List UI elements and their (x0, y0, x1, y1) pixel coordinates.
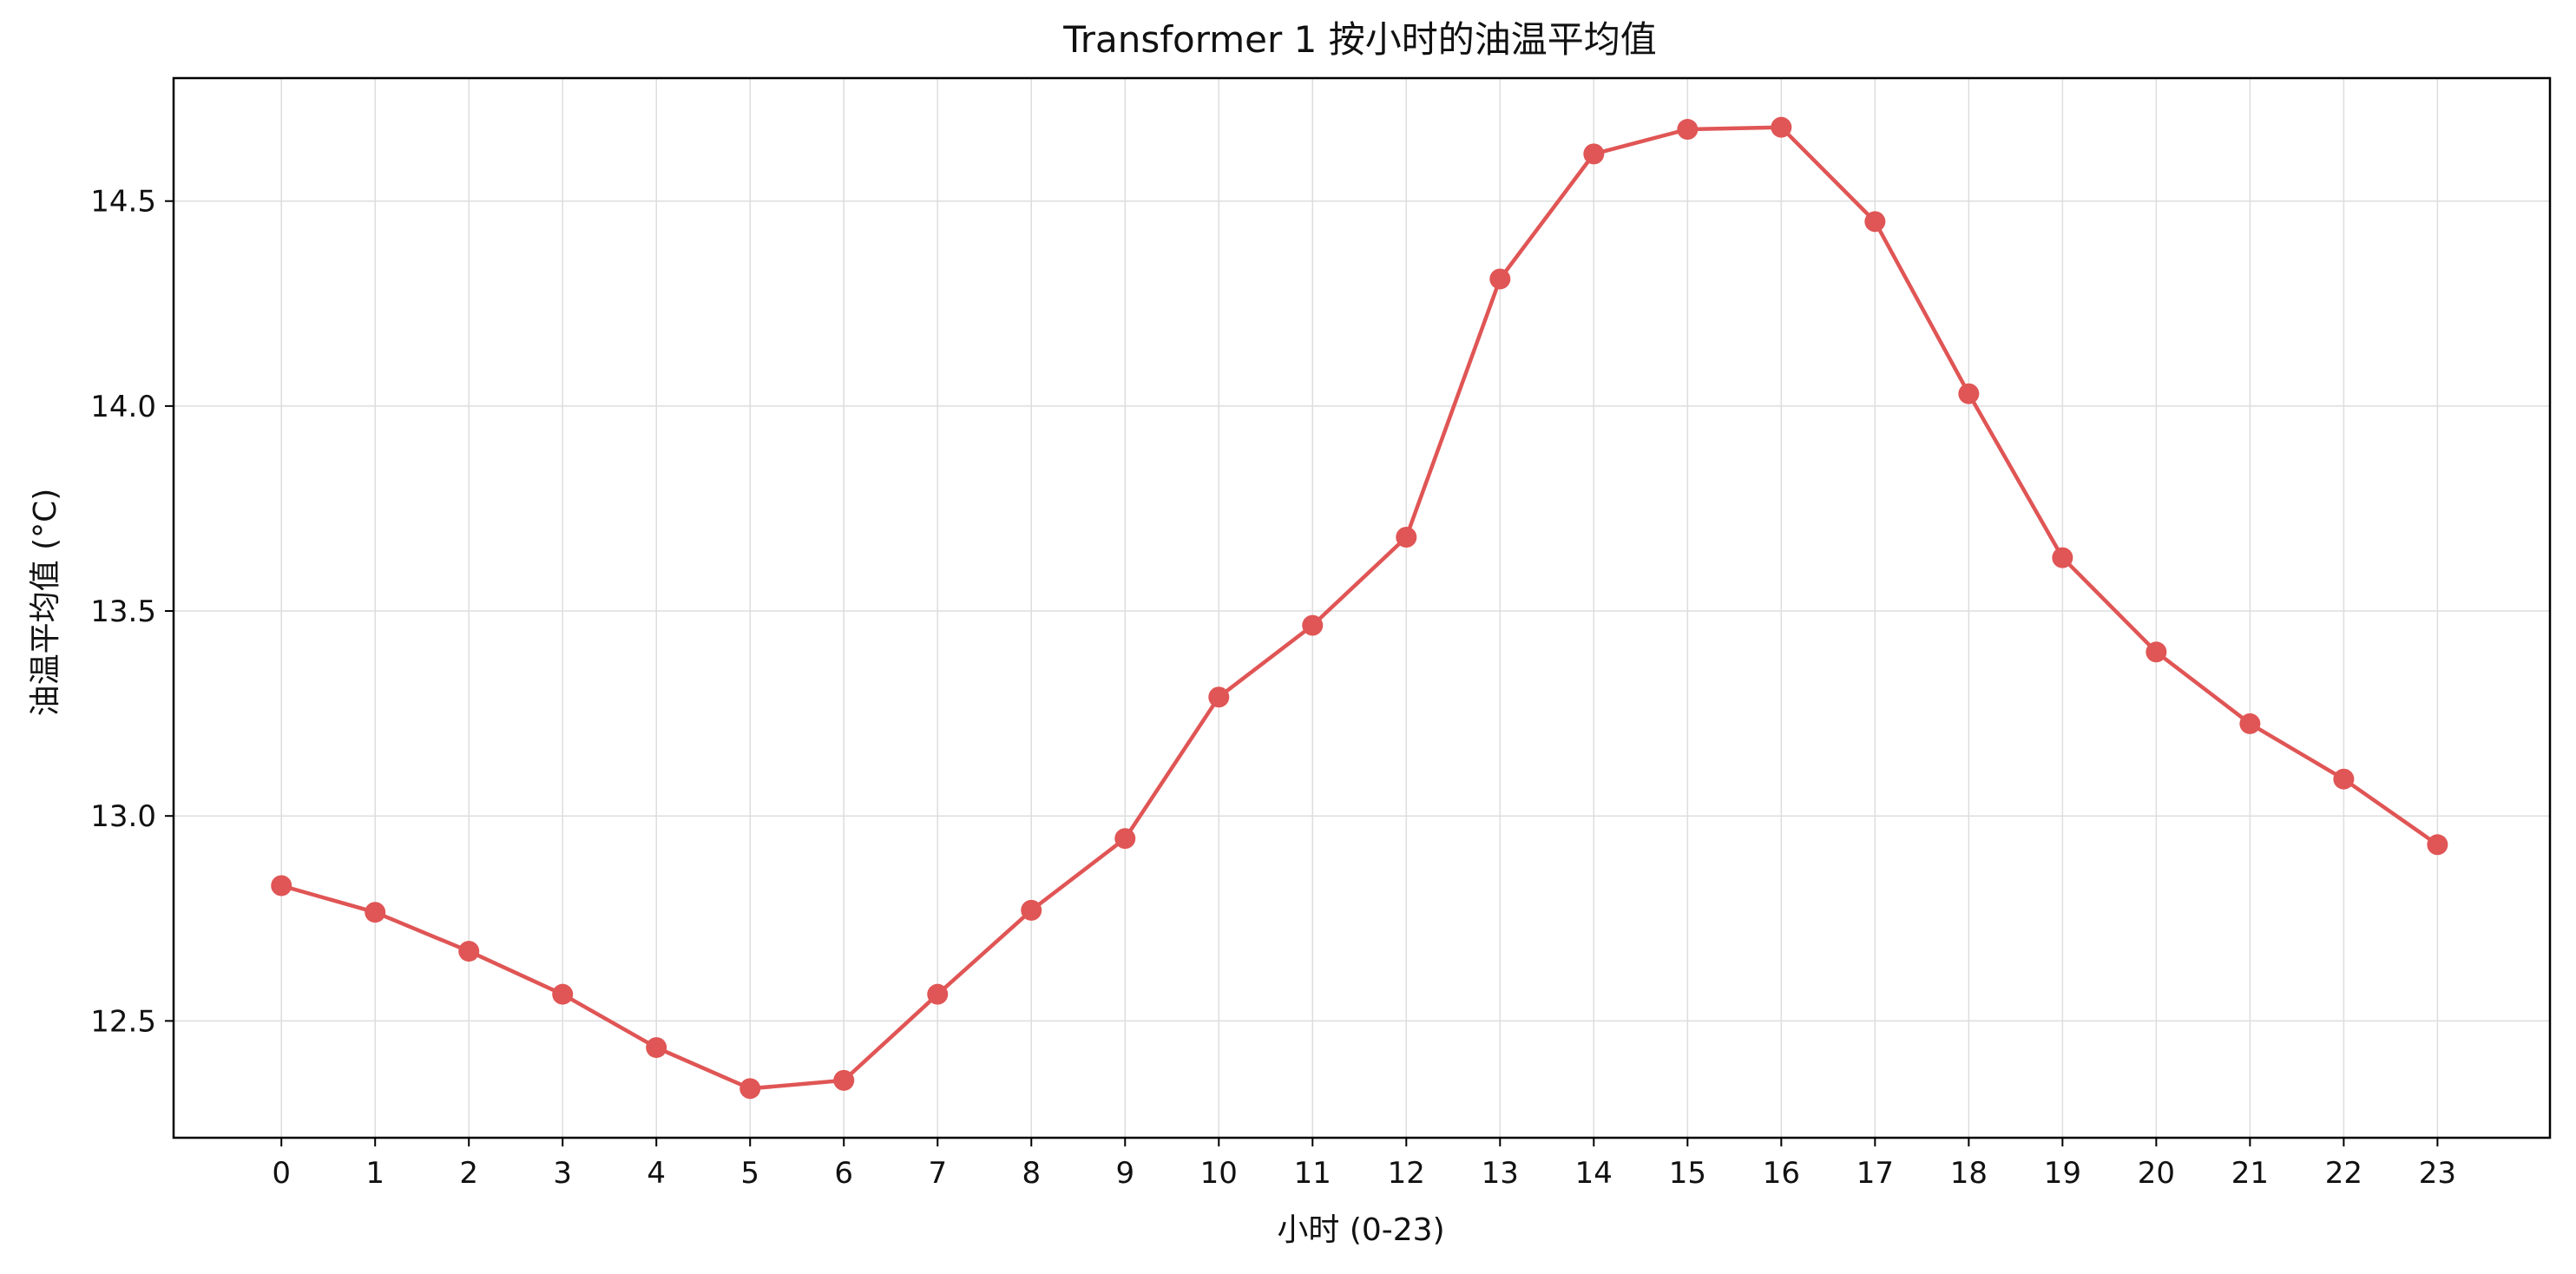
x-tick-label: 1 (365, 1156, 384, 1191)
x-tick-label: 18 (1950, 1156, 1988, 1191)
x-tick-label: 13 (1482, 1156, 1519, 1191)
y-tick-label: 13.5 (90, 594, 156, 629)
x-tick-label: 19 (2044, 1156, 2081, 1191)
x-tick-label: 5 (740, 1156, 759, 1191)
data-point (1677, 119, 1699, 141)
x-tick-label: 22 (2325, 1156, 2362, 1191)
grid-layer (174, 78, 2550, 1138)
y-tick-label: 14.0 (90, 390, 156, 424)
data-point (1489, 268, 1511, 290)
x-tick-label: 3 (553, 1156, 572, 1191)
data-point (271, 875, 292, 896)
x-tick-label: 16 (1763, 1156, 1800, 1191)
data-point (1958, 383, 1980, 404)
x-axis-title: 小时 (0-23) (1277, 1212, 1444, 1248)
x-tick-label: 9 (1115, 1156, 1134, 1191)
data-point (1021, 899, 1042, 921)
data-point (458, 941, 480, 962)
x-tick-label: 6 (834, 1156, 853, 1191)
data-point (646, 1037, 667, 1059)
data-point (1396, 527, 1417, 548)
data-point (1302, 614, 1324, 636)
x-tick-label: 8 (1022, 1156, 1041, 1191)
x-tick-label: 7 (928, 1156, 947, 1191)
data-point (2239, 713, 2261, 734)
x-axis-ticks: 0 1 2 3 4 5 6 7 8 9 10 11 12 13 14 15 16 17 18 19 20 21 22 23 (272, 1138, 2456, 1191)
y-axis-title: 油温平均值 (°C) (28, 489, 63, 717)
x-tick-label: 10 (1200, 1156, 1238, 1191)
x-tick-label: 11 (1294, 1156, 1331, 1191)
data-point (552, 983, 574, 1005)
plot-area-frame (172, 76, 2552, 1139)
data-point (2333, 768, 2355, 790)
x-tick-label: 20 (2138, 1156, 2175, 1191)
chart-title: Transformer 1 按小时的油温平均值 (1062, 18, 1656, 61)
y-tick-label: 12.5 (90, 1004, 156, 1039)
data-point (2146, 641, 2167, 663)
x-tick-label: 4 (647, 1156, 666, 1191)
y-axis-ticks: 12.5 13.0 13.5 14.0 14.5 (90, 185, 174, 1039)
data-point (739, 1078, 761, 1100)
x-tick-label: 0 (272, 1156, 291, 1191)
data-point (1864, 211, 1886, 233)
data-point (927, 983, 949, 1005)
data-point (1771, 116, 1792, 138)
data-point (2052, 547, 2073, 568)
x-tick-label: 17 (1856, 1156, 1894, 1191)
data-points (271, 116, 2448, 1100)
data-point (1114, 828, 1136, 850)
data-point (1583, 143, 1605, 165)
data-point (1208, 686, 1230, 708)
x-tick-label: 14 (1575, 1156, 1613, 1191)
data-point (365, 902, 386, 923)
y-tick-label: 14.5 (90, 185, 156, 220)
x-tick-label: 23 (2419, 1156, 2456, 1191)
x-tick-label: 12 (1388, 1156, 1425, 1191)
x-tick-label: 15 (1669, 1156, 1706, 1191)
x-tick-label: 21 (2231, 1156, 2269, 1191)
y-tick-label: 13.0 (90, 799, 156, 834)
data-point (2427, 834, 2448, 856)
series-line (279, 125, 2440, 1091)
data-point (833, 1069, 855, 1091)
x-tick-label: 2 (459, 1156, 478, 1191)
